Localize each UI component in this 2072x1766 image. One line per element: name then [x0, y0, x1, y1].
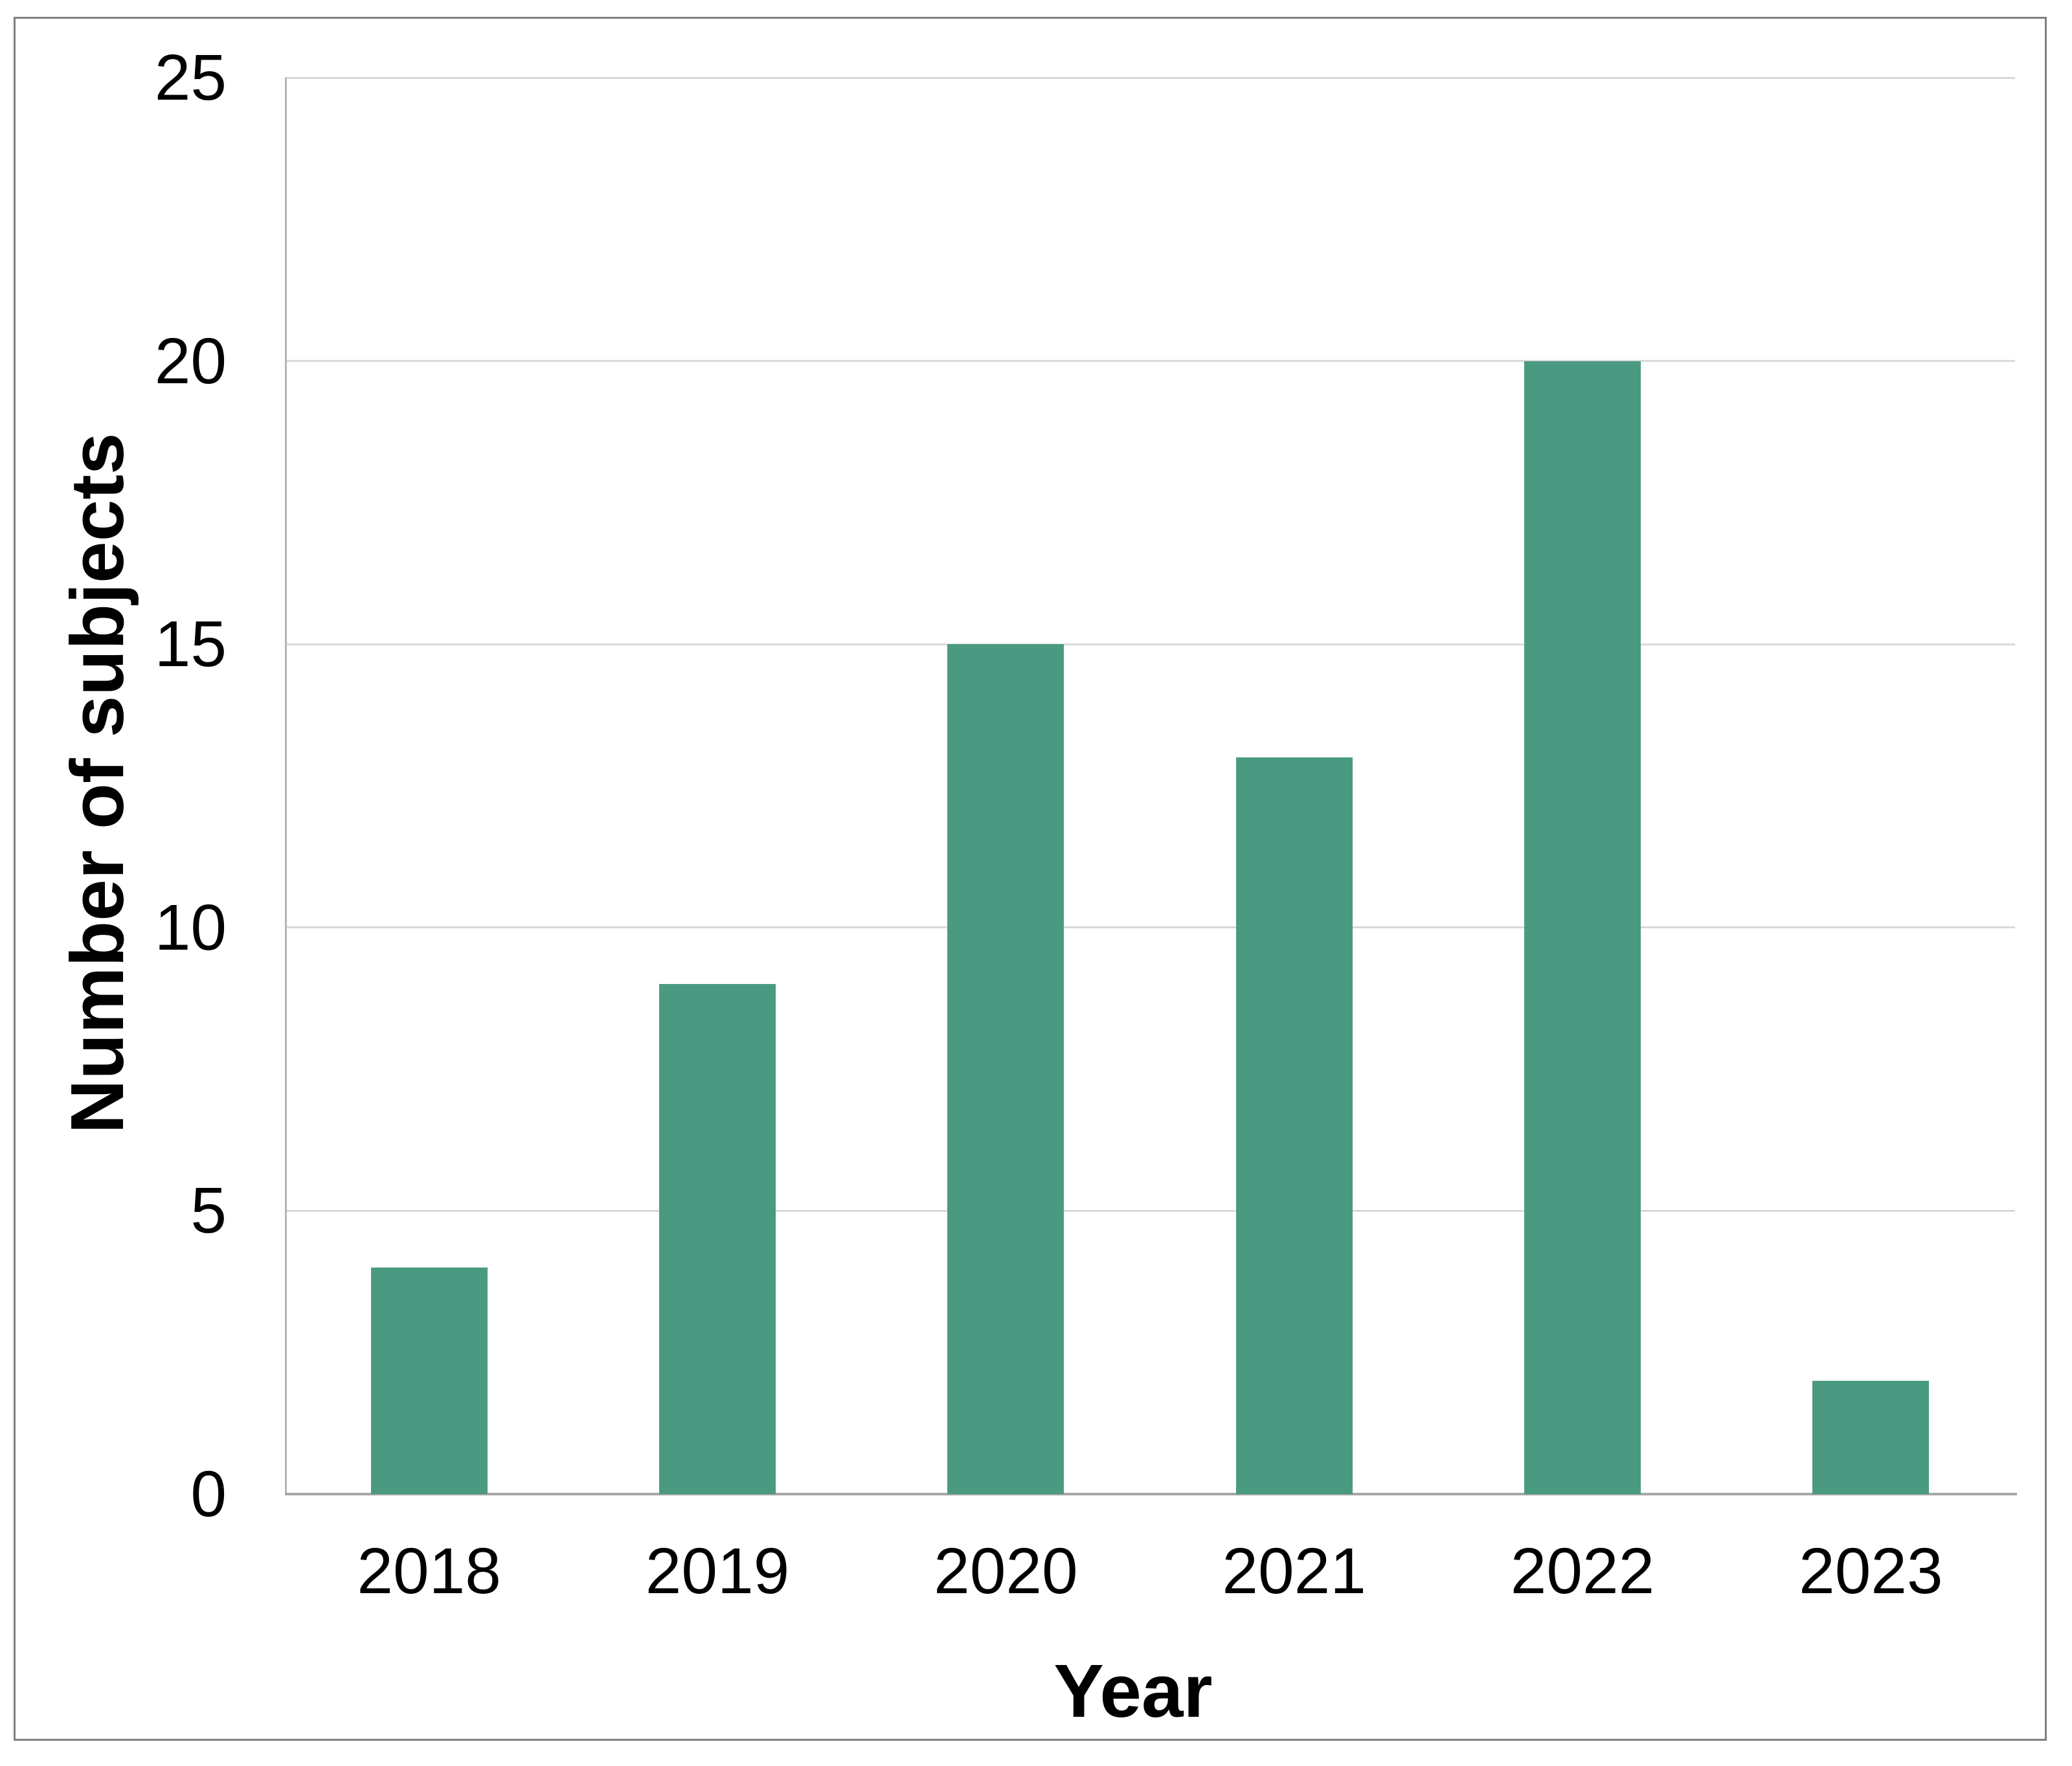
- y-tick-label-15: 15: [154, 608, 227, 681]
- y-tick-label-10: 10: [154, 891, 227, 964]
- y-tick-label-5: 5: [190, 1174, 227, 1247]
- gridline-15: [285, 643, 2015, 645]
- bar-2020: [947, 644, 1064, 1494]
- y-axis-title: Number of subjects: [55, 432, 139, 1134]
- gridline-5: [285, 1209, 2015, 1212]
- bar-2023: [1812, 1380, 1930, 1494]
- bar-2021: [1235, 757, 1353, 1494]
- x-tick-label-2022: 2022: [1510, 1535, 1655, 1607]
- y-tick-label-25: 25: [154, 41, 227, 114]
- x-axis-title: Year: [1053, 1649, 1213, 1733]
- gridline-25: [285, 76, 2015, 79]
- y-axis-line: [285, 78, 287, 1494]
- x-tick-label-2018: 2018: [357, 1535, 501, 1607]
- bar-2019: [659, 984, 776, 1494]
- y-tick-label-20: 20: [154, 324, 227, 397]
- gridline-20: [285, 360, 2015, 363]
- y-tick-label-0: 0: [190, 1458, 227, 1530]
- x-axis-line: [285, 1493, 2017, 1495]
- gridline-10: [285, 926, 2015, 929]
- bar-2022: [1524, 361, 1641, 1494]
- bar-2018: [370, 1267, 488, 1494]
- x-tick-label-2023: 2023: [1799, 1535, 1943, 1607]
- x-tick-label-2019: 2019: [645, 1535, 790, 1607]
- x-tick-label-2020: 2020: [934, 1535, 1078, 1607]
- x-tick-label-2021: 2021: [1222, 1535, 1366, 1607]
